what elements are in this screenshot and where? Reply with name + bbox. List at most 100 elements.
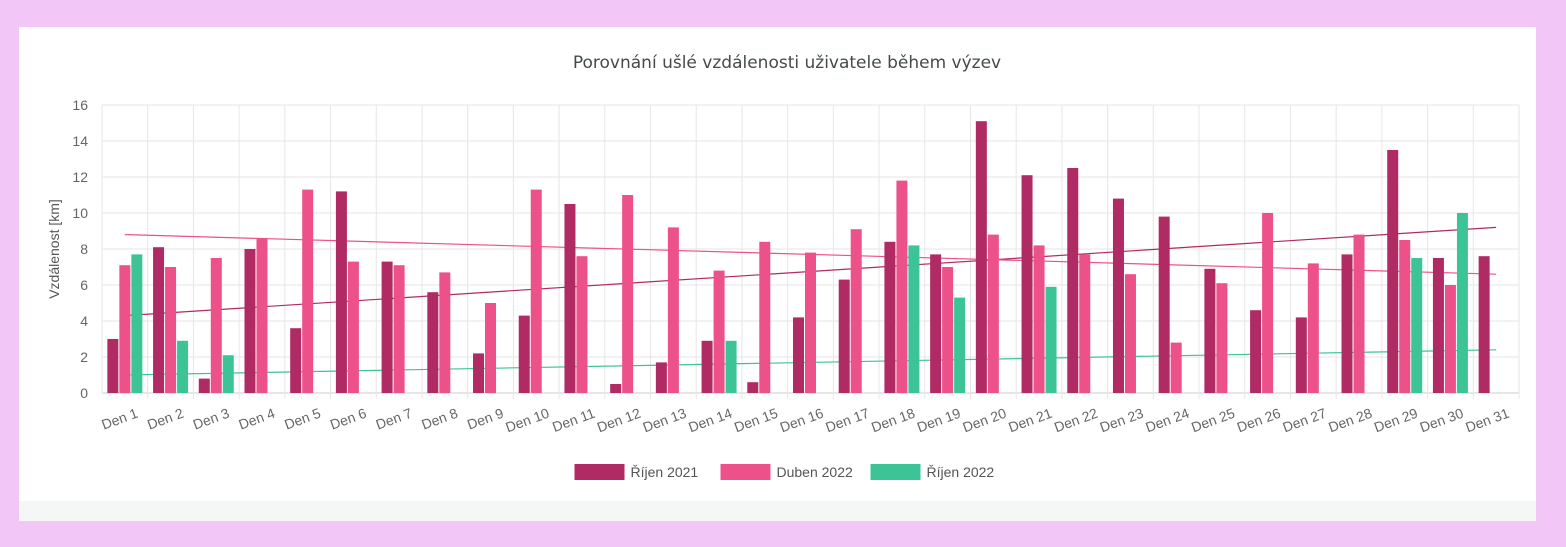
y-tick-label: 8 [80,241,88,257]
bar-1-10[interactable] [518,315,530,393]
bar-3-30[interactable] [1456,213,1468,393]
bar-2-22[interactable] [1079,254,1091,393]
bar-2-10[interactable] [530,189,542,393]
bar-chart: Porovnání ušlé vzdálenosti uživatele běh… [46,53,1520,480]
bar-2-24[interactable] [1170,342,1182,393]
bar-2-25[interactable] [1216,283,1228,393]
bar-1-30[interactable] [1432,258,1444,393]
bar-2-9[interactable] [485,303,497,393]
bar-1-28[interactable] [1341,254,1353,393]
bar-1-21[interactable] [1021,175,1033,393]
bar-2-3[interactable] [210,258,222,393]
bar-1-26[interactable] [1250,310,1262,393]
bar-2-23[interactable] [1124,274,1136,393]
bar-1-13[interactable] [655,362,667,393]
bars [107,121,1490,393]
y-tick-label: 2 [80,349,88,365]
bar-3-2[interactable] [177,340,189,393]
chart-title: Porovnání ušlé vzdálenosti uživatele běh… [573,53,1001,73]
bar-1-12[interactable] [610,384,622,393]
bar-1-18[interactable] [884,241,896,393]
bar-1-29[interactable] [1387,150,1399,393]
bar-1-25[interactable] [1204,268,1216,393]
bar-3-19[interactable] [954,297,966,393]
bar-1-2[interactable] [153,247,165,393]
bar-2-2[interactable] [165,267,177,393]
x-tick-label: Den 28 [1326,405,1374,436]
bar-1-22[interactable] [1067,168,1079,393]
x-tick-label: Den 16 [778,405,826,436]
x-tick-label: Den 13 [640,405,688,436]
legend-label-2[interactable]: Duben 2022 [777,464,854,480]
bar-1-3[interactable] [198,378,210,393]
x-tick-label: Den 11 [550,405,597,435]
legend-swatch-2 [720,464,771,480]
bar-1-7[interactable] [381,261,393,393]
x-tick-label: Den 15 [732,405,780,436]
bar-2-26[interactable] [1262,213,1274,393]
bar-1-19[interactable] [930,254,942,393]
bar-2-5[interactable] [302,189,314,393]
bar-2-13[interactable] [667,227,679,393]
bar-1-6[interactable] [335,191,347,393]
legend-label-3[interactable]: Říjen 2022 [927,464,995,480]
y-tick-label: 14 [72,133,88,149]
y-tick-label: 12 [72,169,88,185]
bar-1-27[interactable] [1295,317,1307,393]
y-tick-label: 16 [72,97,88,113]
bar-2-28[interactable] [1353,234,1365,393]
bar-2-7[interactable] [393,265,405,393]
y-axis-label: Vzdálenost [km] [46,199,62,299]
bar-2-14[interactable] [713,270,725,393]
legend: Říjen 2021 Duben 2022 Říjen 2022 [574,464,995,480]
bar-2-11[interactable] [576,256,588,393]
bar-1-20[interactable] [975,121,987,393]
bar-2-27[interactable] [1307,263,1319,393]
x-tick-label: Den 9 [465,405,506,433]
bar-1-9[interactable] [473,353,485,393]
bar-1-14[interactable] [701,340,713,393]
bar-2-15[interactable] [759,241,771,393]
bar-1-23[interactable] [1112,198,1124,393]
bar-1-5[interactable] [290,328,302,393]
bar-1-15[interactable] [747,382,759,393]
bar-2-30[interactable] [1444,285,1456,393]
legend-swatch-3 [870,464,921,480]
bar-2-4[interactable] [256,238,268,393]
x-tick-label: Den 12 [595,405,643,436]
bar-2-16[interactable] [805,252,816,393]
bar-1-4[interactable] [244,249,256,393]
y-axis-ticks: 0 2 4 6 8 10 12 14 16 [72,97,88,401]
chart-card: Porovnání ušlé vzdálenosti uživatele běh… [19,27,1536,501]
bar-3-29[interactable] [1411,258,1423,393]
bar-2-21[interactable] [1033,245,1045,393]
bar-3-3[interactable] [222,355,234,393]
bar-2-12[interactable] [622,195,634,393]
bar-3-18[interactable] [908,245,920,393]
bar-2-8[interactable] [439,272,451,393]
bar-2-19[interactable] [942,267,954,393]
bar-1-11[interactable] [564,204,576,393]
bar-2-29[interactable] [1399,240,1411,393]
bar-2-17[interactable] [850,229,862,393]
bar-1-17[interactable] [838,279,850,393]
bar-3-1[interactable] [131,254,143,393]
bar-2-1[interactable] [119,265,131,393]
y-tick-label: 0 [80,385,88,401]
x-tick-label: Den 25 [1189,405,1237,436]
y-tick-label: 10 [72,205,88,221]
bar-2-18[interactable] [896,180,908,393]
bar-1-8[interactable] [427,292,439,393]
x-tick-label: Den 27 [1280,405,1328,436]
bar-2-20[interactable] [987,234,999,393]
bar-1-24[interactable] [1158,216,1170,393]
bar-3-21[interactable] [1045,286,1057,393]
bar-1-1[interactable] [107,339,119,393]
bar-1-31[interactable] [1478,256,1490,393]
bar-2-6[interactable] [347,261,359,393]
bar-3-14[interactable] [725,340,737,393]
legend-label-1[interactable]: Říjen 2021 [631,464,699,480]
chart-panel: Porovnání ušlé vzdálenosti uživatele běh… [19,27,1536,521]
bar-1-16[interactable] [793,317,804,393]
x-tick-label: Den 7 [374,405,415,433]
